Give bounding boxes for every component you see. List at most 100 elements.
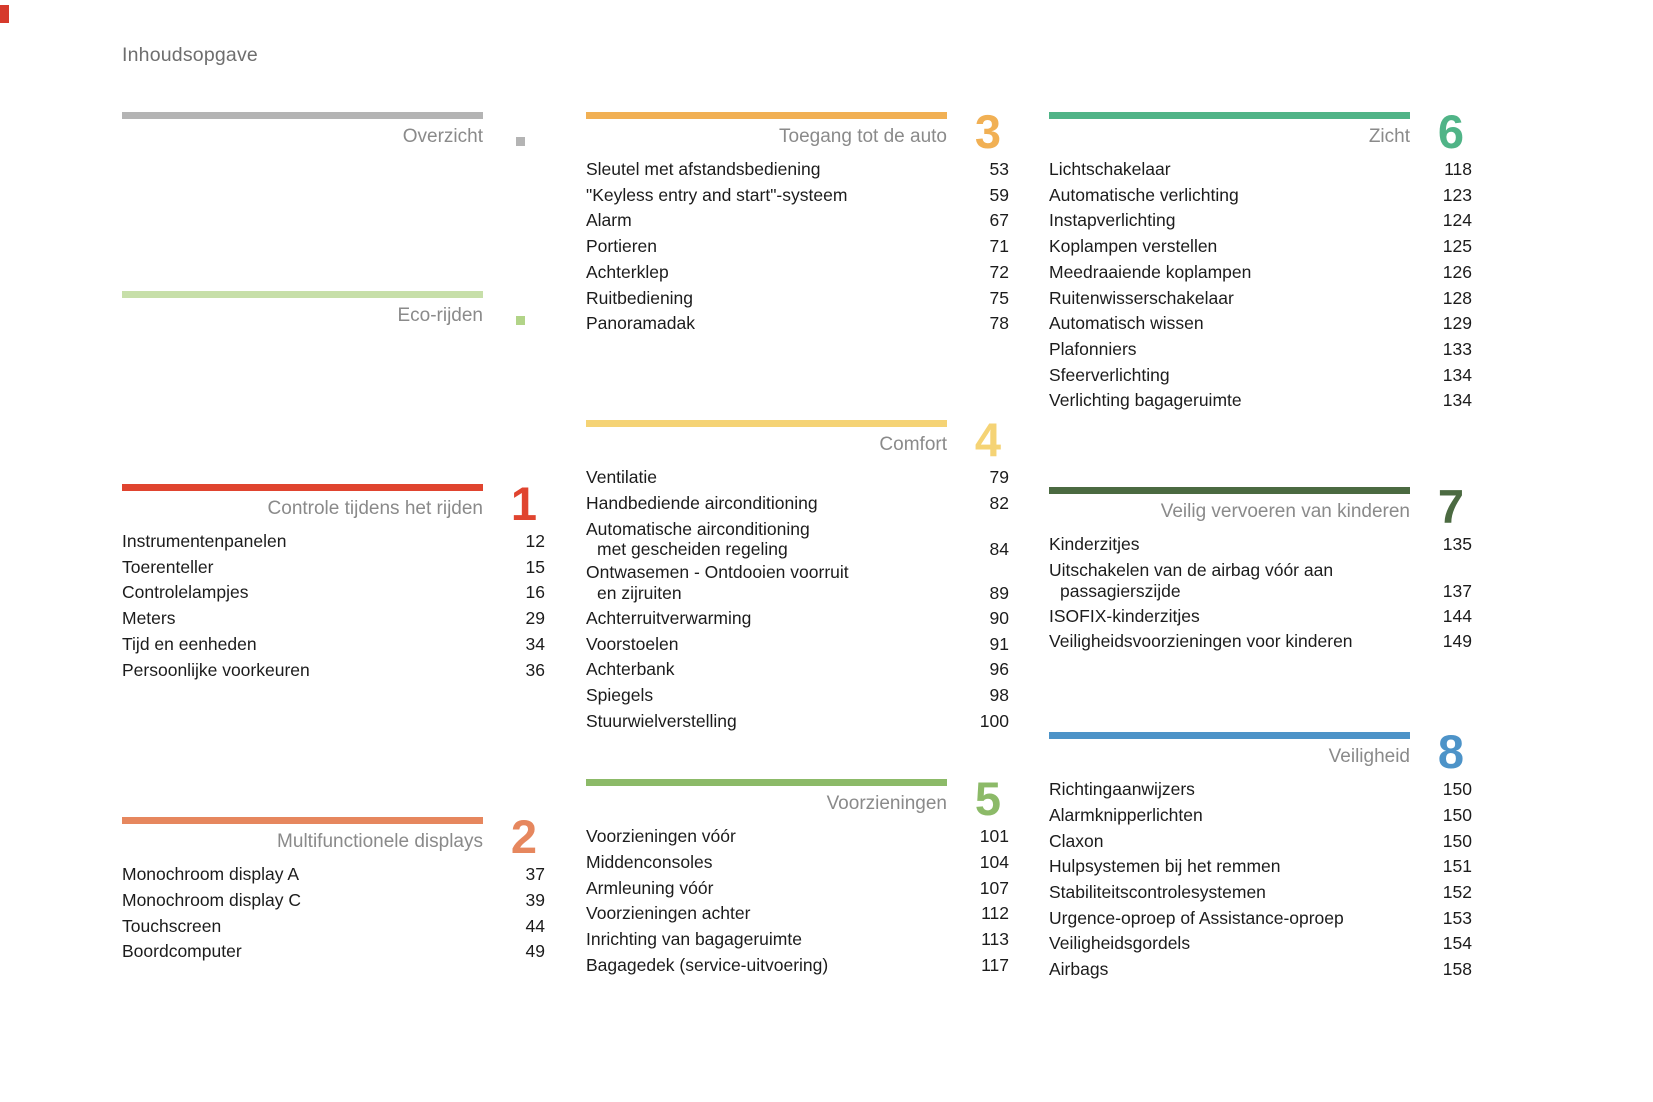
toc-entry-label-line: Uitschakelen van de airbag vóór aan	[1049, 560, 1334, 581]
section-entry-list: Sleutel met afstandsbediening 53 "Keyless …	[586, 157, 1009, 337]
toc-entry-label-line: Armleuning vóór	[586, 877, 714, 898]
toc-entry-label-line: Meters	[122, 608, 176, 629]
toc-entry-label-line: Boordcomputer	[122, 941, 242, 962]
toc-entry: Controlelampjes 16	[122, 580, 545, 606]
toc-entry-label-line: Sleutel met afstandsbediening	[586, 159, 821, 179]
toc-entry: "Keyless entry and start"-systeem 59	[586, 183, 1009, 209]
toc-entry: Meters 29	[122, 606, 545, 632]
toc-entry-label-line: "Keyless entry and start"-systeem	[586, 184, 848, 205]
toc-entry-page-number: 15	[525, 556, 545, 577]
toc-section: Eco-rijden	[122, 291, 545, 327]
toc-entry-page-number: 49	[525, 941, 545, 962]
toc-entry-label: Automatische airconditioning met gescheid…	[586, 519, 990, 560]
toc-entry-page-number: 75	[989, 287, 1009, 308]
toc-entry-page-number: 137	[1442, 580, 1472, 601]
toc-entry: Automatische verlichting 123	[1049, 183, 1472, 209]
toc-entry-label-line: Monochroom display C	[122, 889, 301, 910]
toc-entry-label: Boordcomputer	[122, 939, 526, 965]
toc-entry-page-number: 117	[981, 954, 1009, 975]
toc-entry: Voorzieningen achter 112	[586, 901, 1009, 927]
toc-section: 8 Veiligheid Richtingaanwijzers 150 Alarmkni…	[1049, 728, 1472, 983]
toc-entry-page-number: 36	[525, 659, 545, 680]
toc-entry-label-line: Veiligheidsgordels	[1049, 933, 1191, 954]
toc-entry: Plafonniers 133	[1049, 337, 1472, 363]
toc-entry-page-number: 150	[1442, 779, 1472, 800]
toc-entry-label-line: Voorzieningen vóór	[586, 826, 736, 847]
toc-entry-page-number: 112	[981, 903, 1009, 924]
toc-entry-label-line: Handbediende airconditioning	[586, 492, 818, 513]
toc-entry-label: Lichtschakelaar	[1049, 157, 1444, 183]
toc-entry: Monochroom display C 39	[122, 888, 545, 914]
toc-section: 7 Veilig vervoeren van kinderen Kinderzitj…	[1049, 480, 1472, 655]
section-color-bar	[122, 291, 483, 298]
toc-entry: Lichtschakelaar 118	[1049, 157, 1472, 183]
toc-entry-label-line: Inrichting van bagageruimte	[586, 929, 802, 950]
toc-entry-label: Portieren	[586, 234, 990, 260]
section-color-bar	[122, 112, 483, 119]
toc-entry-label-line: Achterklep	[586, 261, 669, 282]
toc-entry-label: Monochroom display A	[122, 862, 526, 888]
toc-entry-label: Verlichting bagageruimte	[1049, 388, 1443, 414]
section-number: 1	[510, 477, 537, 530]
toc-section: 1 Controle tijdens het rijden Instrumenten…	[122, 477, 545, 683]
toc-entry-label-line: Alarmknipperlichten	[1049, 804, 1203, 825]
section-entry-list: Lichtschakelaar 118 Automatische verlichti…	[1049, 157, 1472, 414]
toc-entry-label-line: Middenconsoles	[586, 852, 713, 873]
toc-entry-label: Automatische verlichting	[1049, 183, 1443, 209]
toc-entry-page-number: 84	[989, 539, 1009, 560]
toc-section: 4 Comfort Ventilatie 79 Handbediende aircond…	[586, 416, 1009, 734]
toc-entry-page-number: 16	[525, 582, 545, 603]
toc-entry-label: Bagagedek (service-uitvoering)	[586, 953, 981, 979]
toc-entry: Urgence-oproep of Assistance-oproep 153	[1049, 906, 1472, 932]
toc-entry-label: Achterklep	[586, 260, 990, 286]
toc-entry-page-number: 144	[1442, 605, 1472, 626]
toc-entry-label: ISOFIX-kinderzitjes	[1049, 604, 1443, 630]
toc-entry-label: Spiegels	[586, 683, 990, 709]
toc-entry-page-number: 79	[989, 466, 1009, 487]
toc-column-2: 3 Toegang tot de auto Sleutel met afstands…	[586, 108, 1009, 979]
toc-entry-label: Airbags	[1049, 957, 1443, 983]
toc-entry-page-number: 89	[989, 582, 1009, 603]
toc-section: 3 Toegang tot de auto Sleutel met afstands…	[586, 108, 1009, 337]
toc-entry: Inrichting van bagageruimte 113	[586, 927, 1009, 953]
toc-entry-label-line: Panoramadak	[586, 313, 695, 334]
toc-entry-label: Panoramadak	[586, 311, 990, 337]
toc-entry-page-number: 151	[1442, 856, 1472, 877]
toc-entry-label-line: Verlichting bagageruimte	[1049, 390, 1242, 411]
toc-entry-label: Achterruitverwarming	[586, 606, 990, 632]
toc-entry-page-number: 29	[525, 608, 545, 629]
section-title: Multifunctionele displays	[277, 831, 483, 853]
toc-entry-label: Controlelampjes	[122, 580, 526, 606]
toc-entry-page-number: 12	[525, 531, 545, 551]
toc-entry-label: Meters	[122, 606, 526, 632]
section-number: 7	[1437, 480, 1464, 534]
section-color-bar	[122, 817, 483, 825]
toc-entry-page-number: 123	[1442, 184, 1472, 205]
toc-entry: Achterklep 72	[586, 260, 1009, 286]
toc-entry-label-line: Touchscreen	[122, 915, 222, 936]
toc-entry-page-number: 104	[979, 852, 1009, 873]
section-marker-square	[516, 137, 525, 146]
section-title: Overzicht	[402, 126, 483, 147]
toc-entry-page-number: 149	[1442, 631, 1472, 652]
toc-entry: Toerenteller 15	[122, 555, 545, 581]
toc-entry-label: Achterbank	[586, 657, 990, 683]
toc-entry-label-line: Airbags	[1049, 959, 1109, 980]
toc-section: 2 Multifunctionele displays Monochroom dis…	[122, 813, 545, 965]
toc-entry-label-line: Toerenteller	[122, 556, 214, 577]
toc-entry-label-line: Instrumentenpanelen	[122, 531, 287, 551]
toc-entry-page-number: 100	[979, 710, 1009, 731]
toc-entry-label-line: met gescheiden regeling	[597, 539, 788, 560]
toc-entry-label: Veiligheidsvoorzieningen voor kinderen	[1049, 629, 1443, 655]
toc-entry-label-line: Sfeerverlichting	[1049, 364, 1170, 385]
toc-entry-label-line: Controlelampjes	[122, 582, 249, 603]
section-color-bar	[1049, 112, 1410, 119]
section-title: Eco-rijden	[397, 305, 483, 326]
page-corner-mark	[0, 5, 9, 23]
toc-entry-label-line: Persoonlijke voorkeuren	[122, 659, 310, 680]
toc-entry: Koplampen verstellen 125	[1049, 234, 1472, 260]
toc-entry-label: Kinderzitjes	[1049, 532, 1443, 558]
section-color-bar	[1049, 732, 1410, 740]
toc-entry-label-line: Meedraaiende koplampen	[1049, 261, 1252, 282]
toc-column-1: Overzicht Eco-rijden 1 Controle tijdens het…	[122, 112, 545, 965]
